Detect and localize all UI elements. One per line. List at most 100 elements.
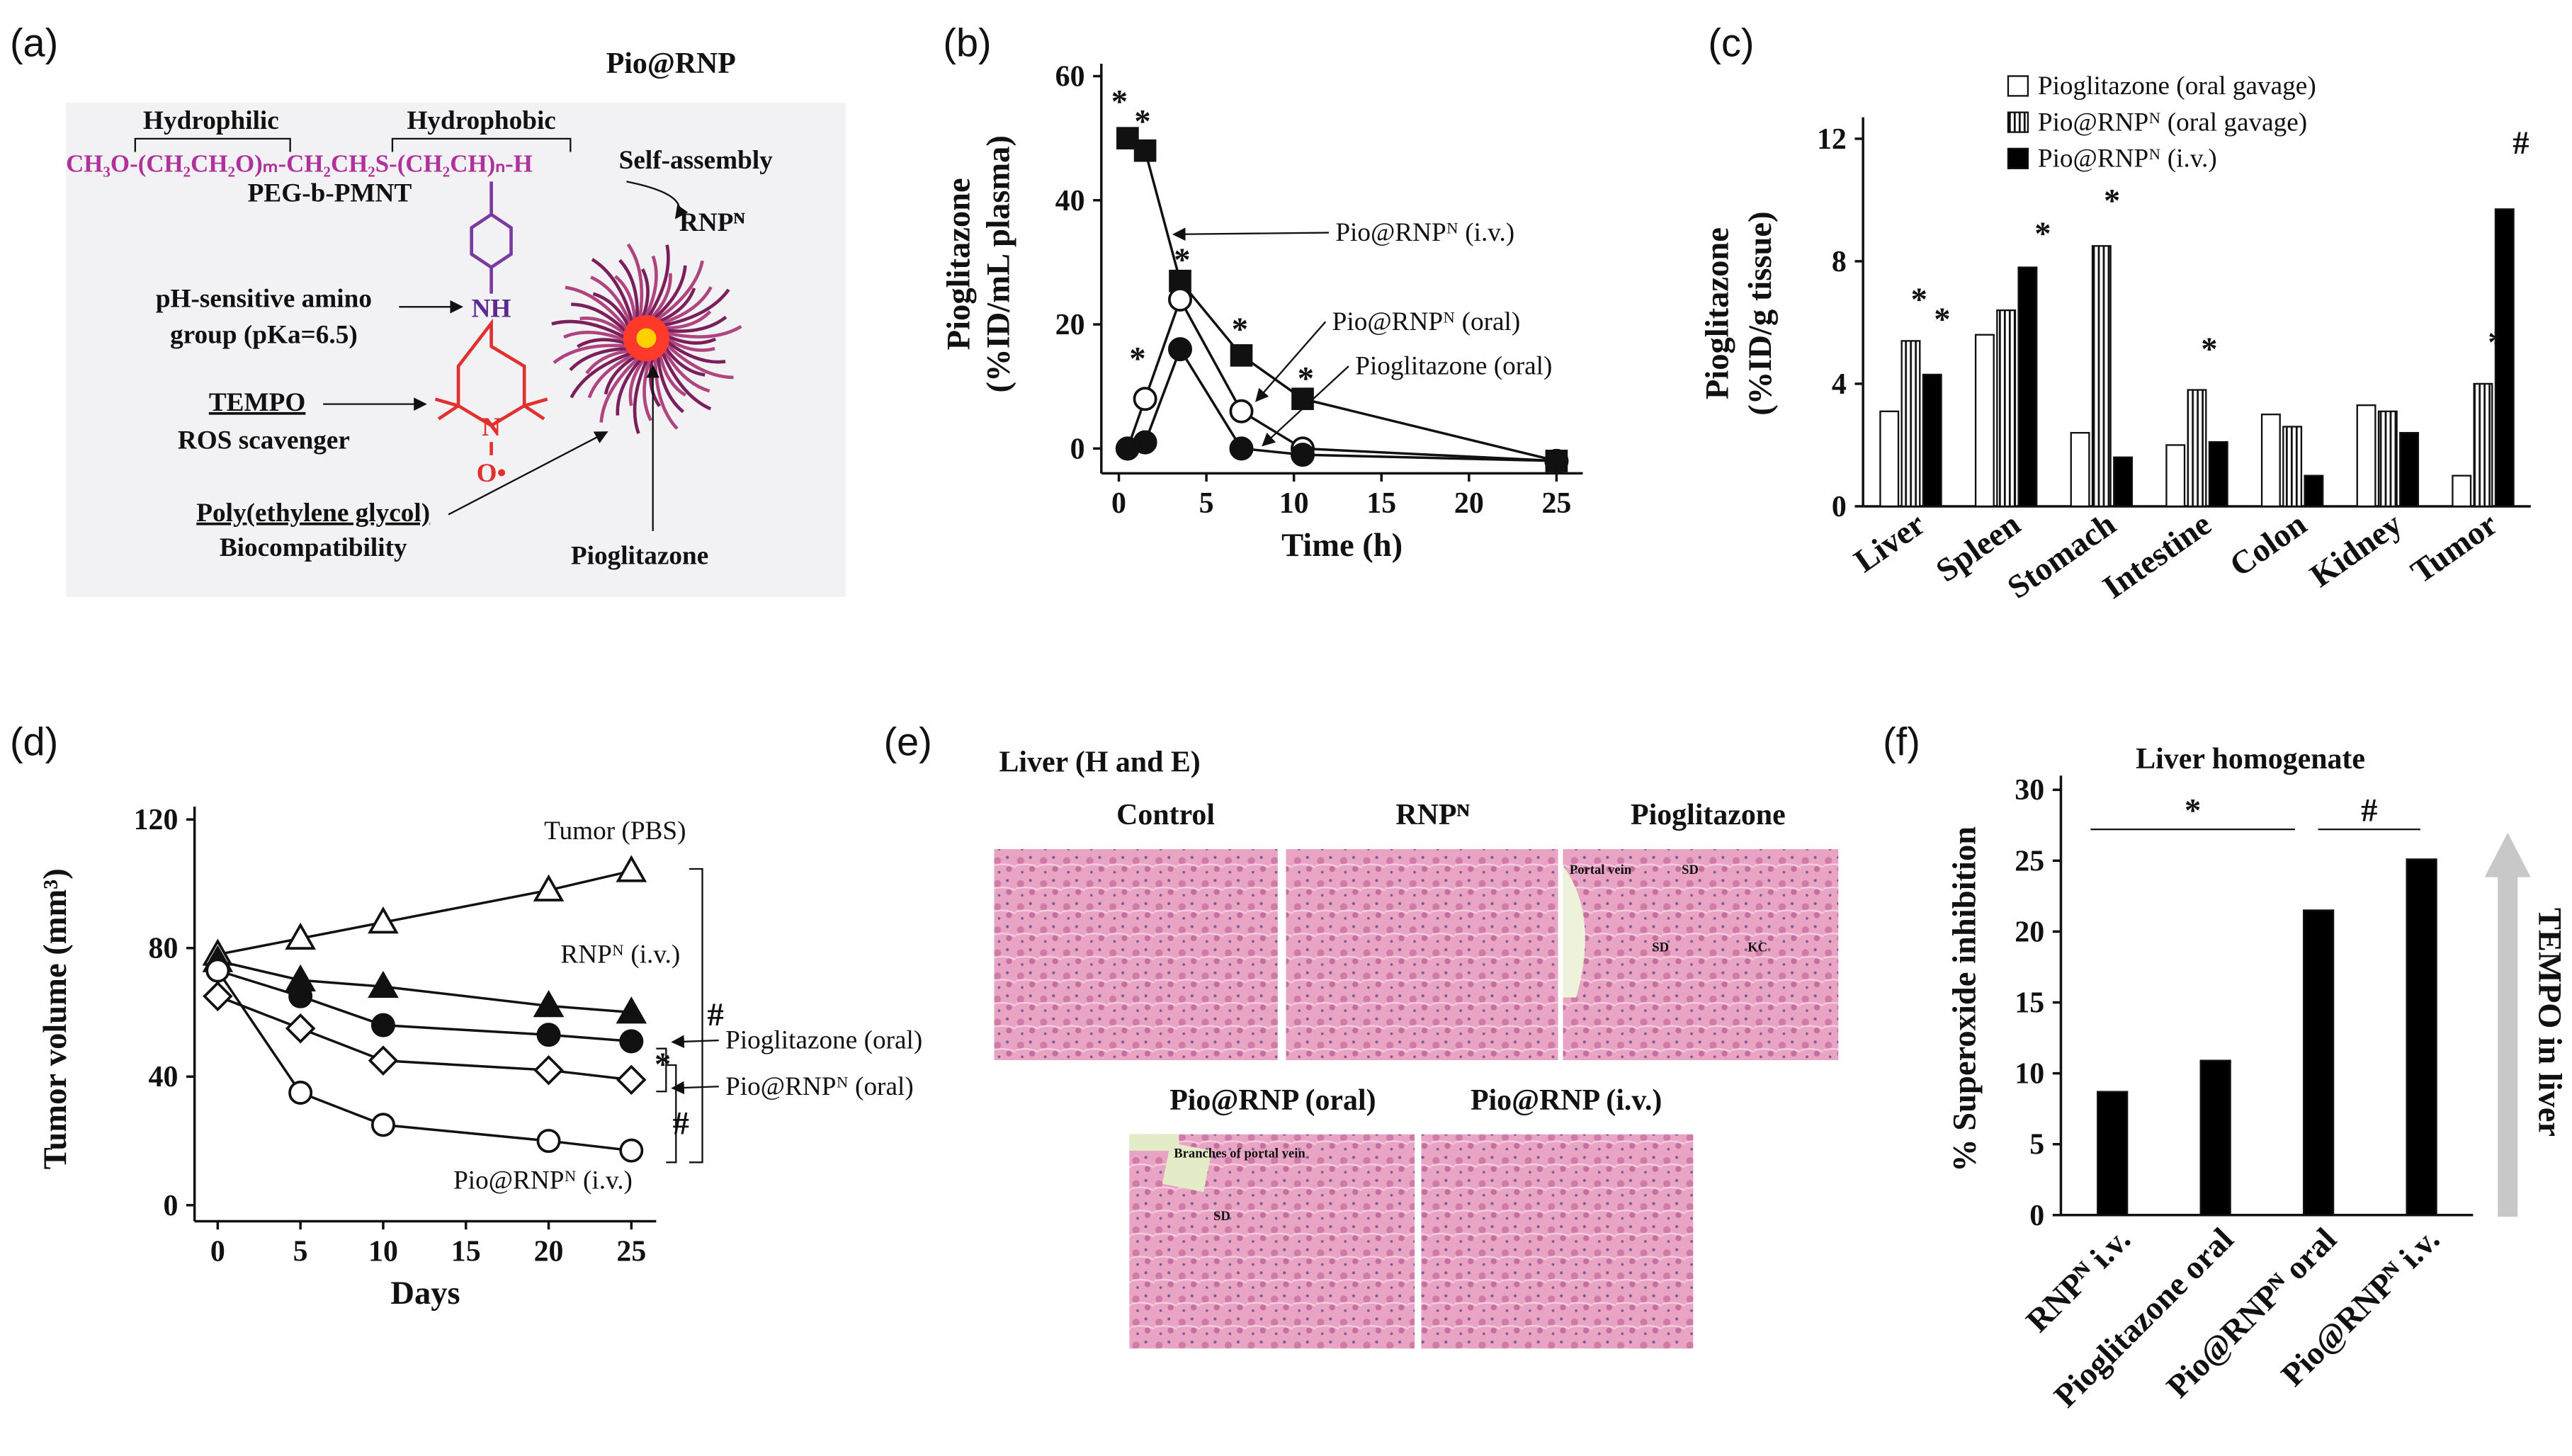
y-tick-label: 4 — [1832, 368, 1847, 401]
y-tick-label: 120 — [134, 804, 179, 836]
marker — [1229, 436, 1254, 461]
polymer-name: PEG-b-PMNT — [248, 178, 412, 207]
micrograph-label: Pio@RNP (oral) — [1169, 1084, 1376, 1117]
x-tick-label: 0 — [210, 1235, 225, 1268]
significance-bracket — [656, 868, 703, 1164]
bar — [2399, 431, 2420, 508]
y-tick-label: 40 — [1055, 185, 1085, 217]
x-tick-label: 25 — [1541, 487, 1571, 520]
chart-title: Liver homogenate — [2136, 743, 2365, 775]
annotation: # — [673, 1106, 689, 1142]
diagram-title: Pio@RNP — [606, 47, 736, 80]
diagram-text: Pioglitazone — [571, 541, 708, 570]
bar — [2097, 1091, 2129, 1216]
series-label: Pio@RNPᴺ (oral) — [1332, 307, 1521, 336]
polymer-arm — [569, 346, 630, 372]
polymer-arm — [663, 310, 712, 330]
series-label: Pioglitazone (oral) — [1355, 352, 1552, 381]
vessel — [1563, 865, 1585, 998]
bar — [2473, 382, 2493, 508]
y-tick-label: 15 — [2015, 987, 2044, 1020]
x-tick-label: 5 — [1199, 487, 1214, 520]
y-tick-label: 30 — [2015, 774, 2044, 807]
arrow — [1255, 321, 1327, 402]
annotation: * — [1111, 84, 1128, 120]
micrograph — [994, 849, 1278, 1061]
diagram-text: TEMPO — [209, 388, 306, 417]
y-tick-label: 20 — [1055, 309, 1085, 341]
bar — [1996, 309, 2017, 508]
series-label: Pio@RNPᴺ (oral) — [725, 1072, 914, 1101]
y-tick-label: 40 — [149, 1061, 179, 1093]
marker — [368, 970, 399, 999]
x-tick-label: Tumor — [2405, 506, 2504, 591]
micrograph-note: Branches of portal vein — [1174, 1146, 1305, 1161]
bar — [2070, 431, 2090, 508]
bar — [1900, 340, 1921, 508]
bracket — [134, 137, 572, 152]
series-line — [217, 995, 632, 1081]
marker — [616, 855, 647, 882]
annotation: * — [1934, 302, 1950, 338]
y-tick-label: 0 — [163, 1190, 178, 1222]
polymer-arm — [614, 275, 637, 322]
y-tick-label: 60 — [1055, 60, 1085, 93]
marker — [1291, 387, 1314, 411]
x-tick-label: Liver — [1848, 506, 1932, 580]
annotation: * — [655, 1047, 671, 1083]
y-tick-label: 8 — [1832, 246, 1847, 278]
annotation: * — [1911, 282, 1927, 318]
polymer-arm — [663, 345, 706, 377]
polymer-arm — [649, 356, 661, 407]
polymer-arm — [665, 336, 715, 352]
polymer-arm — [628, 357, 647, 406]
polymer-arm — [565, 285, 630, 331]
legend-label: Pioglitazone (oral gavage) — [2038, 72, 2316, 101]
micrograph-label: RNPᴺ — [1395, 799, 1470, 831]
diagram-text: Poly(ethylene glycol) — [196, 499, 430, 528]
bar — [2208, 440, 2228, 508]
micrograph-note: SD — [1682, 863, 1699, 877]
marker — [1133, 387, 1157, 411]
annotation: * — [2185, 793, 2201, 829]
arrow — [671, 1081, 719, 1095]
polymer-arm — [563, 330, 628, 343]
bar — [2406, 858, 2437, 1216]
legend-swatch — [2007, 111, 2029, 133]
panel-label: (c) — [1708, 21, 1754, 65]
y-tick-label: 12 — [1817, 123, 1847, 156]
marker — [533, 990, 565, 1018]
legend-label: Pio@RNPᴺ (i.v.) — [2038, 144, 2217, 173]
y-axis-label: Pioglitazone — [941, 178, 978, 350]
y-tick-label: 80 — [149, 933, 179, 965]
marker — [370, 1113, 395, 1137]
marker — [1168, 288, 1193, 312]
series-label: Tumor (PBS) — [544, 817, 686, 846]
bar — [2091, 245, 2112, 508]
polymer-arm — [661, 288, 730, 328]
bar — [1879, 410, 1900, 508]
panel-label: (e) — [884, 719, 932, 763]
marker — [1544, 448, 1569, 473]
diagram-text: ROS scavenger — [178, 426, 350, 455]
x-tick-label: Colon — [2223, 506, 2313, 584]
x-tick-label: 25 — [616, 1235, 646, 1268]
marker — [536, 1023, 561, 1047]
diagram-text: pH-sensitive amino — [156, 284, 372, 313]
arrow — [1262, 365, 1349, 447]
atom: NH — [472, 294, 511, 323]
bar — [2017, 266, 2038, 508]
micrograph-note: SD — [1652, 940, 1669, 955]
marker — [288, 1080, 313, 1105]
vessel — [1129, 1134, 1212, 1193]
micrograph — [1563, 849, 1839, 1061]
annotation: * — [2104, 183, 2120, 219]
polymer-arm — [579, 317, 628, 337]
y-axis-label: (%ID/g tissue) — [1743, 211, 1779, 415]
marker — [205, 958, 230, 983]
annotation: * — [1232, 312, 1248, 348]
x-tick-label: Kidney — [2304, 506, 2408, 595]
nanoparticle — [551, 243, 742, 434]
bar — [2165, 444, 2186, 508]
x-tick-label: 15 — [451, 1235, 481, 1268]
